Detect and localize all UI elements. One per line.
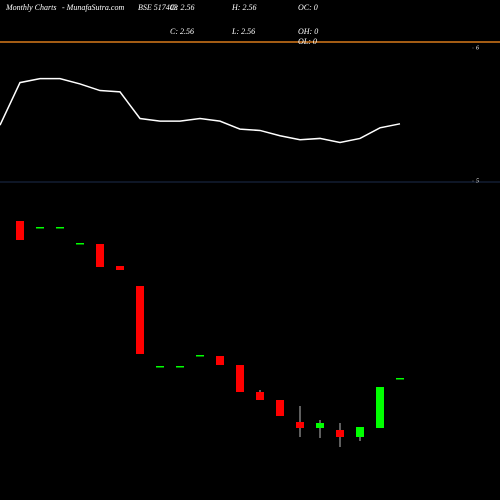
chart-title: Monthly Charts	[5, 3, 56, 12]
candle-body	[256, 392, 264, 400]
line	[0, 77, 401, 144]
candle-body	[116, 266, 124, 270]
candle-body	[196, 355, 204, 357]
candle-body	[396, 378, 404, 380]
candle-body	[276, 400, 284, 416]
candle-body	[216, 356, 224, 365]
candle-body	[336, 430, 344, 437]
candle-body	[156, 366, 164, 368]
stat: OH: 0	[298, 27, 318, 36]
candle-body	[16, 221, 24, 240]
candle-body	[316, 423, 324, 428]
candle-body	[76, 243, 84, 245]
stat: OL: 0	[298, 37, 317, 46]
candle-body	[36, 227, 44, 229]
y-tick-label: 5	[476, 178, 479, 184]
stat: OC: 0	[298, 3, 318, 12]
candle-body	[296, 422, 304, 428]
stat: H: 2.56	[231, 3, 256, 12]
candle-body	[56, 227, 64, 229]
stat: O: 2.56	[170, 3, 194, 12]
candle-body	[376, 387, 384, 428]
symbol: BSE 517403	[138, 3, 178, 12]
y-tick-label: 6	[476, 45, 479, 51]
stat: C: 2.56	[170, 27, 194, 36]
candle-body	[356, 427, 364, 437]
source: - MunafaSutra.com	[62, 3, 124, 12]
candle-body	[96, 244, 104, 267]
candle-body	[136, 286, 144, 354]
stat: L: 2.56	[231, 27, 255, 36]
candle-body	[236, 365, 244, 392]
candle-body	[176, 366, 184, 368]
